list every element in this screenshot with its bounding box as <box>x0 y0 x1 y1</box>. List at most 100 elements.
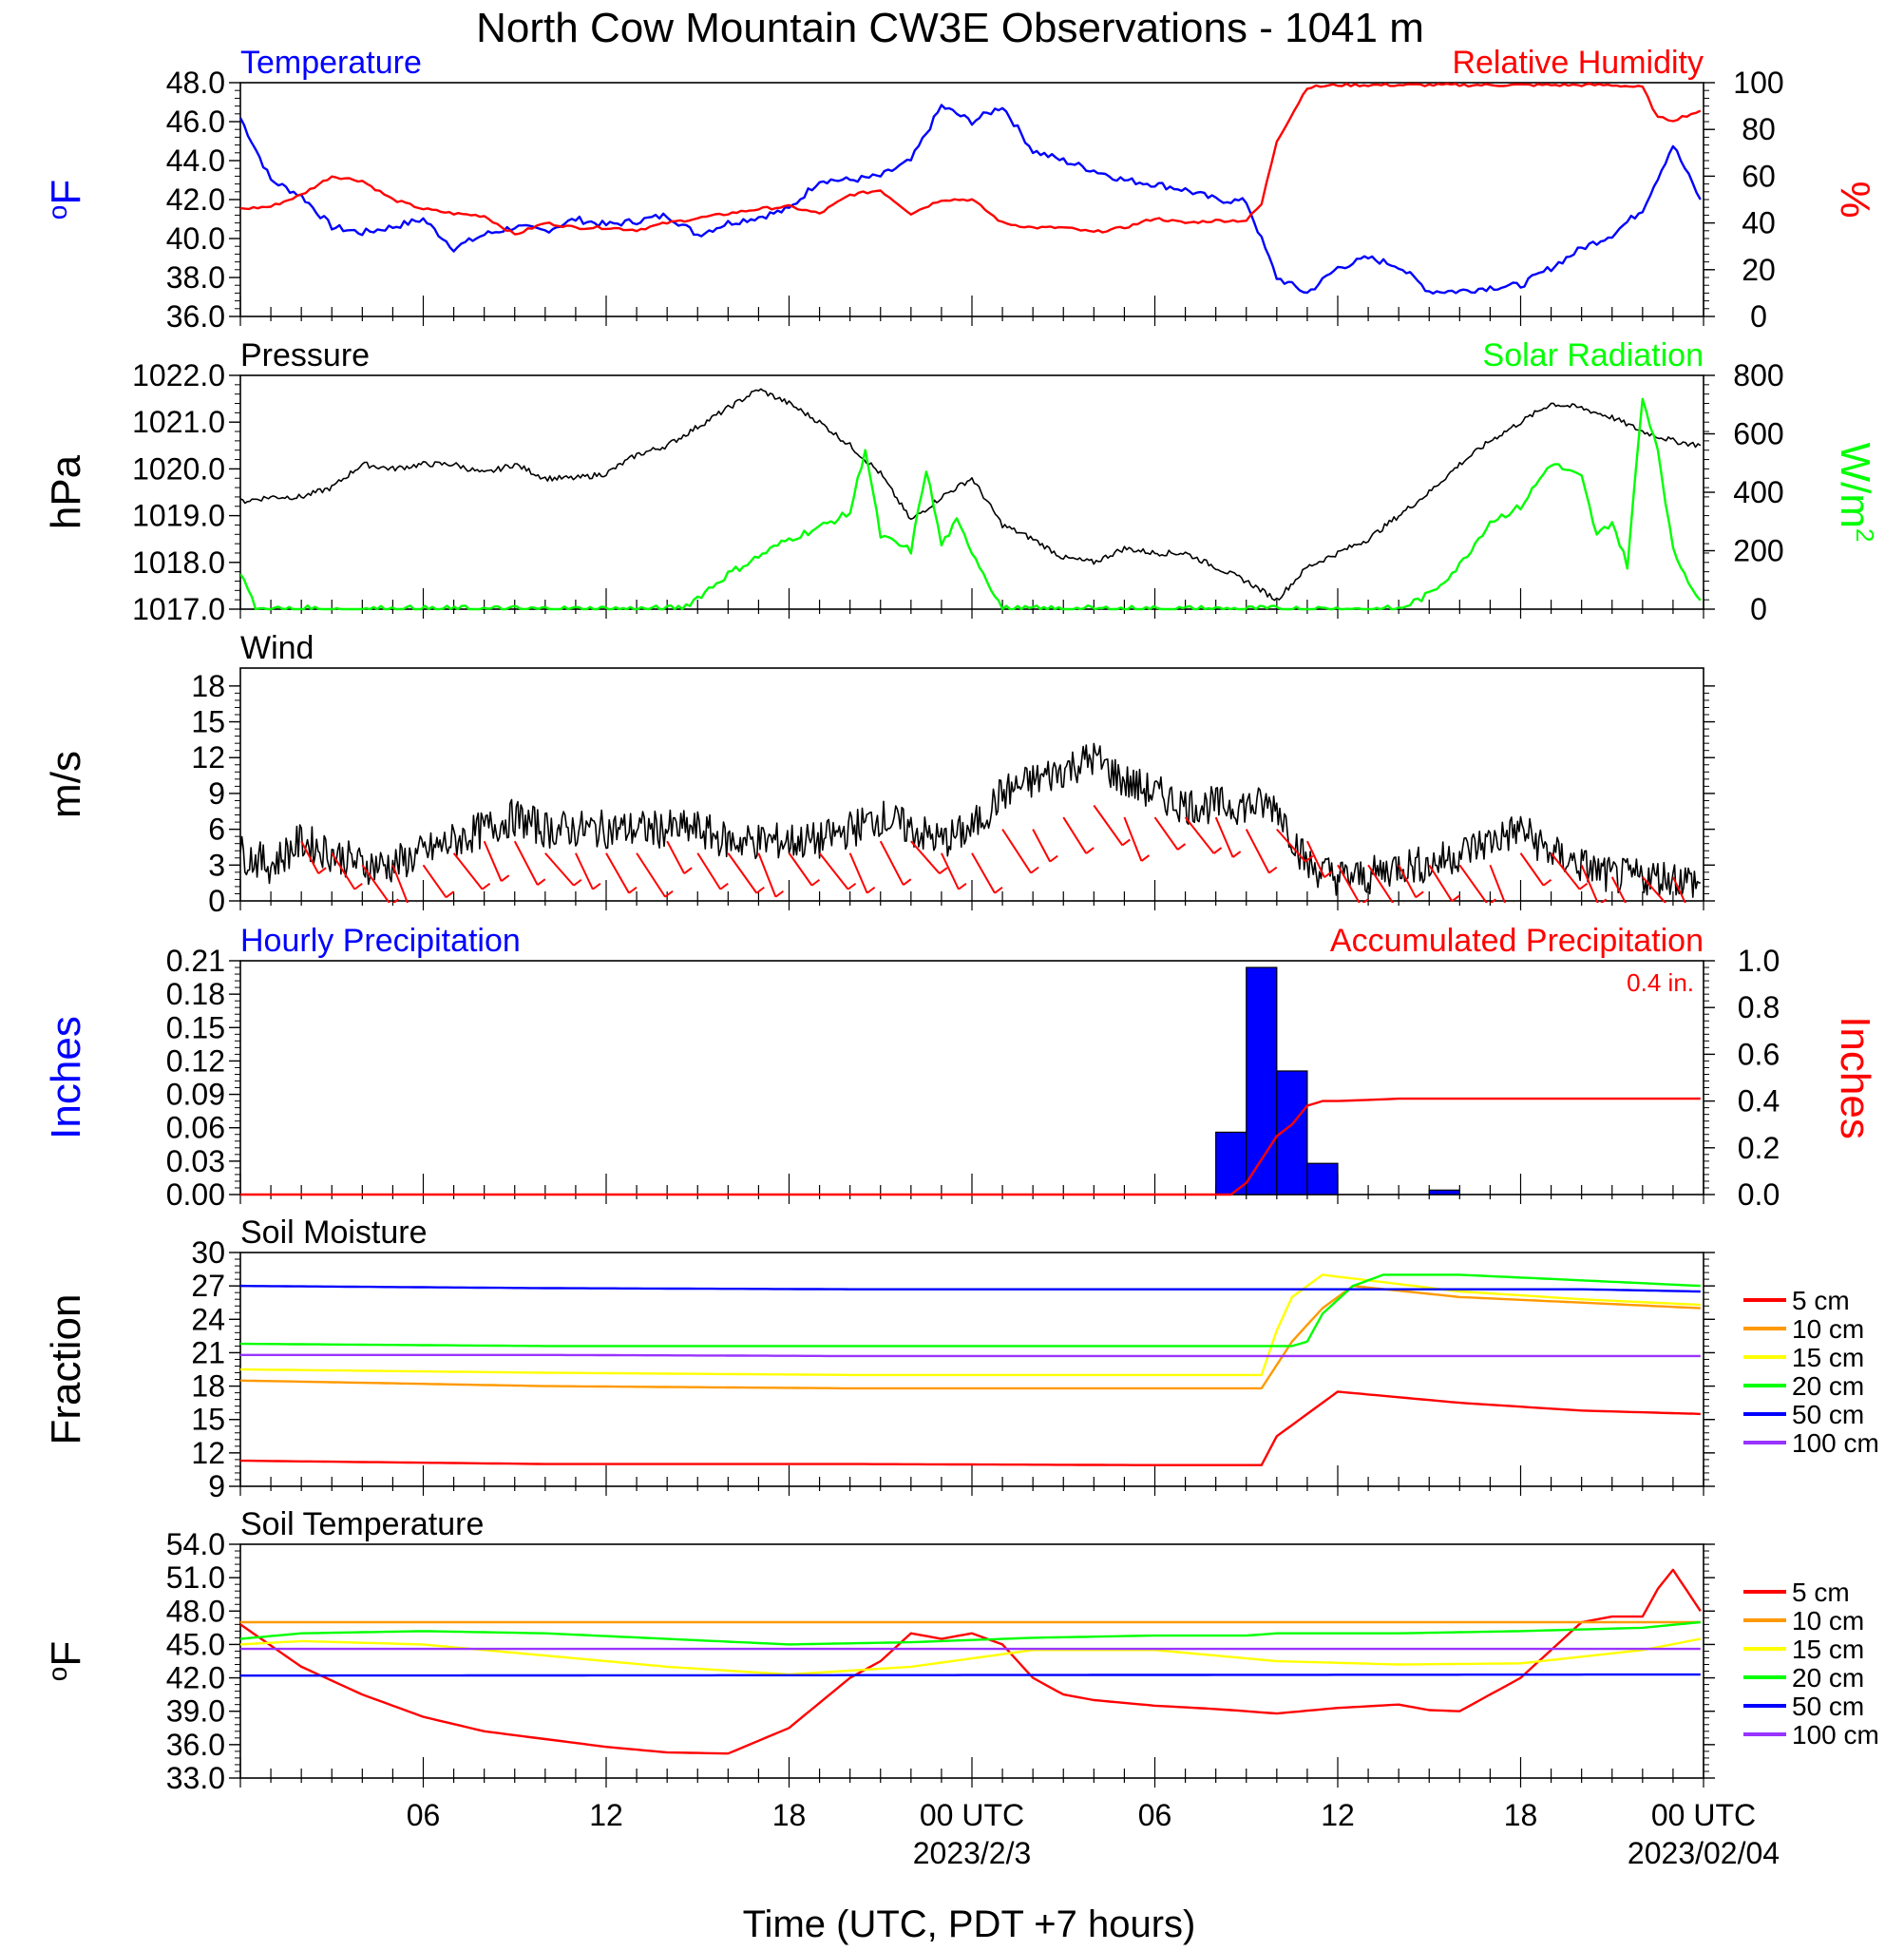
wind-barb <box>1062 816 1088 854</box>
wind-barb <box>666 840 686 874</box>
y-left-tick-label: 12 <box>191 1436 225 1470</box>
wind-barb-flag <box>445 890 455 899</box>
y-left-tick-label: 38.0 <box>166 260 225 295</box>
wind-barb <box>879 840 904 886</box>
series-group <box>240 82 1702 295</box>
wind-barb <box>1610 876 1628 903</box>
y-right-tick-label: 400 <box>1733 475 1783 509</box>
y-right-tick-label: 80 <box>1742 112 1776 146</box>
y-left-tick-label: 0.03 <box>166 1144 225 1178</box>
series-line-20-cm <box>240 1273 1701 1348</box>
wind-barb-flag <box>1323 870 1333 878</box>
wind-barb <box>1672 876 1686 903</box>
panel-title-left: Soil Moisture <box>240 1215 428 1251</box>
precip-bar <box>1246 966 1278 1195</box>
legend-label: 50 cm <box>1792 1400 1864 1429</box>
y-right-tick-label: 1.0 <box>1738 944 1780 978</box>
wind-barb-flag <box>847 882 857 890</box>
wind-barb-flag <box>994 886 1003 894</box>
wind-barb-flag <box>755 886 765 894</box>
y-left-tick-label: 42.0 <box>166 182 225 217</box>
x-tick-label: 18 <box>772 1798 807 1832</box>
legend-label: 10 cm <box>1792 1314 1864 1344</box>
series-line-50-cm <box>240 1673 1701 1677</box>
wind-barb-flag <box>1121 838 1131 847</box>
x-date-label: 2023/02/04 <box>1628 1836 1780 1870</box>
y-left-tick-label: 3 <box>208 848 225 882</box>
wind-barb-flag <box>391 898 399 903</box>
y-right-tick-label: 200 <box>1733 534 1783 568</box>
wind-barb <box>941 852 960 890</box>
precip-bar <box>1306 1162 1339 1195</box>
wind-barb <box>1032 829 1052 863</box>
wind-barb <box>483 840 503 882</box>
y-left-axis-title: hPa <box>43 454 89 529</box>
series-line-relative-humidity <box>240 82 1702 236</box>
wind-barb-flag <box>810 878 821 887</box>
wind-barb-flag <box>628 886 638 894</box>
y-left-tick-label: 18 <box>191 1369 225 1404</box>
y-left-tick-label: 0.09 <box>166 1078 225 1112</box>
wind-barb-flag <box>1176 843 1187 851</box>
wind-barb <box>452 852 484 890</box>
x-axis-title: Time (UTC, PDT +7 hours) <box>743 1903 1196 1945</box>
y-left-axis-title: m/s <box>43 751 89 818</box>
series-group <box>240 1273 1701 1466</box>
x-tick-label: 12 <box>589 1798 623 1832</box>
wind-barb <box>1398 864 1418 898</box>
y-left-tick-label: 9 <box>208 1469 225 1503</box>
y-left-tick-label: 30 <box>191 1235 225 1270</box>
x-tick-label: 18 <box>1504 1798 1538 1832</box>
y-left-axis-title: oF <box>43 180 89 220</box>
wind-barb <box>300 840 320 874</box>
series-group <box>240 1568 1702 1755</box>
wind-barb-flag <box>501 874 510 882</box>
panel-frame <box>239 667 1704 902</box>
legend-label: 20 cm <box>1792 1371 1864 1401</box>
wind-barb-flag <box>317 867 327 874</box>
y-left-tick-label: 6 <box>208 813 225 847</box>
wind-barb-flag <box>1671 904 1679 909</box>
wind-barb-flag <box>774 889 785 898</box>
wind-barb-flag <box>416 902 418 903</box>
series-line-solar-radiation <box>240 397 1702 611</box>
series-line-accumulated-precipitation <box>240 1097 1701 1196</box>
wind-barb <box>1184 816 1215 854</box>
y-left-tick-label: 21 <box>191 1335 225 1369</box>
wind-barb-flag <box>958 882 967 890</box>
panel-title-left: Temperature <box>240 45 422 81</box>
y-right-axis-title: % <box>1832 181 1878 218</box>
wind-barb <box>1306 840 1325 878</box>
wind-barb-flag <box>1489 898 1496 903</box>
wind-barb <box>1550 852 1581 890</box>
y-right-axis-title: W/m2 <box>1832 443 1879 543</box>
wind-barb-flag <box>1140 854 1151 862</box>
panel-frame <box>239 374 1704 610</box>
wind-barb-flag <box>1268 866 1278 874</box>
wind-barb-flag <box>1361 898 1369 903</box>
series-line-100-cm <box>240 1353 1701 1358</box>
wind-barb <box>971 852 996 894</box>
series-group <box>240 1097 1701 1196</box>
wind-barb-flag <box>1635 915 1643 921</box>
panel-title-right: Solar Radiation <box>1483 337 1704 373</box>
wind-barb-flag <box>1690 908 1698 913</box>
y-left-tick-label: 44.0 <box>166 143 225 178</box>
series-line-15-cm <box>240 1637 1702 1676</box>
y-left-tick-label: 33.0 <box>166 1761 225 1795</box>
y-left-tick-label: 18 <box>191 669 225 703</box>
series-line-10-cm <box>240 1284 1701 1390</box>
wind-barb-flag <box>1415 890 1424 899</box>
y-left-tick-label: 42.0 <box>166 1661 225 1695</box>
x-tick-label: 00 UTC <box>920 1798 1024 1832</box>
wind-barb-flag <box>939 867 948 874</box>
y-right-tick-label: 600 <box>1733 417 1783 451</box>
legend-label: 50 cm <box>1792 1692 1864 1721</box>
series-line-50-cm <box>240 1284 1701 1293</box>
y-left-axis-title: oF <box>43 1641 89 1681</box>
wind-barb <box>1580 864 1599 903</box>
wind-barb <box>1245 829 1270 874</box>
panel-title-left: Wind <box>240 630 314 666</box>
y-left-tick-label: 48.0 <box>166 66 225 100</box>
series-line-15-cm <box>240 1273 1701 1377</box>
